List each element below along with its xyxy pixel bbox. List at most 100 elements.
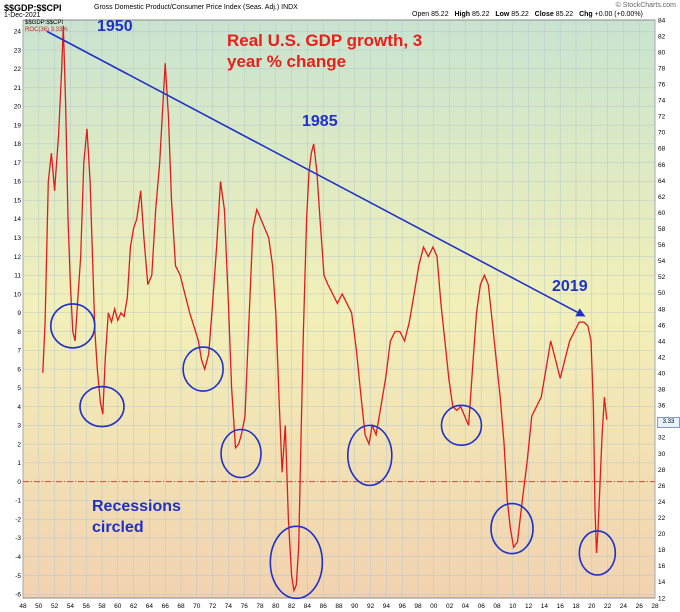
left-tick-label: 5 [17, 385, 21, 392]
left-tick-label: -1 [15, 498, 21, 505]
x-tick-label: 76 [241, 603, 249, 610]
x-tick-label: 18 [572, 603, 580, 610]
x-tick-label: 14 [541, 603, 549, 610]
close-label: Close [534, 11, 554, 18]
right-tick-label: 36 [658, 403, 666, 410]
x-tick-label: 94 [383, 603, 391, 610]
recession-circle [220, 428, 262, 479]
right-tick-label: 66 [658, 162, 666, 169]
trend-arrow-line [46, 30, 578, 314]
x-tick-label: 62 [130, 603, 138, 610]
x-tick-label: 98 [414, 603, 422, 610]
right-tick-label: 68 [658, 146, 666, 153]
x-tick-label: 20 [588, 603, 596, 610]
left-tick-label: -6 [15, 592, 21, 599]
recessions-annotation: Recessions circled [92, 496, 212, 538]
recession-circle [182, 346, 224, 392]
left-tick-label: 24 [14, 29, 22, 36]
open-label: Open [412, 11, 430, 18]
left-tick-label: -2 [15, 516, 21, 523]
recession-circle [49, 303, 96, 349]
right-tick-label: 64 [658, 178, 666, 185]
right-tick-label: 84 [658, 17, 666, 24]
left-tick-label: 10 [14, 291, 22, 298]
x-tick-label: 00 [430, 603, 438, 610]
annotation-2019: 2019 [552, 278, 588, 295]
x-tick-label: 48 [19, 603, 27, 610]
x-tick-label: 04 [462, 603, 470, 610]
x-tick-label: 64 [146, 603, 154, 610]
x-tick-label: 10 [509, 603, 517, 610]
x-tick-label: 90 [351, 603, 359, 610]
right-tick-label: 70 [658, 130, 666, 137]
x-tick-label: 52 [51, 603, 59, 610]
x-tick-label: 58 [98, 603, 106, 610]
gridlines [22, 20, 656, 598]
right-tick-label: 50 [658, 290, 666, 297]
x-tick-label: 02 [446, 603, 454, 610]
right-tick-label: 60 [658, 210, 666, 217]
x-tick-label: 06 [478, 603, 486, 610]
high-value: 85.22 [471, 11, 490, 18]
right-tick-label: 26 [658, 483, 666, 490]
right-tick-label: 40 [658, 371, 666, 378]
chg-value: +0.00 (+0.00%) [594, 11, 643, 18]
x-tick-label: 72 [209, 603, 217, 610]
x-tick-label: 54 [67, 603, 75, 610]
recession-circle [269, 525, 324, 600]
left-tick-label: 22 [14, 66, 22, 73]
low-value: 85.22 [511, 11, 529, 18]
right-tick-label: 16 [658, 563, 666, 570]
right-tick-label: 42 [658, 354, 666, 361]
x-tick-label: 24 [620, 603, 628, 610]
right-tick-label: 78 [658, 65, 666, 72]
left-tick-label: 18 [14, 141, 22, 148]
legend-roc: ROC(36) 3.33% [25, 27, 68, 33]
recession-circle [79, 385, 125, 428]
last-value-badge: 3.33 [657, 417, 680, 428]
right-axis-ticks: 1214161820222426283032343638404244464850… [658, 17, 666, 602]
right-tick-label: 18 [658, 547, 666, 554]
left-tick-label: -4 [15, 554, 21, 561]
x-tick-label: 74 [225, 603, 233, 610]
right-tick-label: 80 [658, 49, 666, 56]
low-label: Low [495, 11, 510, 18]
left-tick-label: 14 [14, 216, 22, 223]
left-tick-label: 4 [17, 404, 21, 411]
x-tick-label: 60 [114, 603, 122, 610]
chg-label: Chg [579, 11, 593, 18]
right-tick-label: 38 [658, 387, 666, 394]
right-tick-label: 20 [658, 531, 666, 538]
left-tick-label: 12 [14, 254, 22, 261]
left-tick-label: -5 [15, 573, 21, 580]
recession-circles [49, 303, 617, 600]
right-tick-label: 14 [658, 579, 666, 586]
x-tick-label: 26 [636, 603, 644, 610]
title-line-1: Real U.S. GDP growth, 3 [227, 31, 423, 50]
trend-arrow-head [575, 308, 586, 317]
x-tick-label: 88 [335, 603, 343, 610]
right-tick-label: 24 [658, 499, 666, 506]
x-tick-label: 50 [35, 603, 43, 610]
right-tick-label: 58 [658, 226, 666, 233]
left-tick-label: 11 [14, 273, 21, 280]
right-tick-label: 62 [658, 194, 666, 201]
left-tick-label: 20 [14, 104, 22, 111]
right-tick-label: 52 [658, 274, 666, 281]
left-tick-label: 15 [14, 197, 22, 204]
right-tick-label: 56 [658, 242, 666, 249]
left-tick-label: 9 [17, 310, 21, 317]
annotation-1985: 1985 [302, 113, 338, 130]
x-tick-label: 16 [557, 603, 565, 610]
x-tick-label: 96 [399, 603, 407, 610]
right-tick-label: 76 [658, 82, 666, 89]
x-tick-label: 66 [162, 603, 170, 610]
left-tick-label: 16 [14, 179, 22, 186]
chart-title-annotation: Real U.S. GDP growth, 3 year % change [227, 30, 427, 72]
chart-date: 1-Dec-2021 [4, 12, 41, 19]
chart-description: Gross Domestic Product/Consumer Price In… [94, 4, 298, 11]
x-tick-label: 82 [288, 603, 296, 610]
brand-watermark: © StockCharts.com [615, 2, 676, 9]
high-label: High [454, 11, 471, 18]
right-tick-label: 48 [658, 306, 666, 313]
